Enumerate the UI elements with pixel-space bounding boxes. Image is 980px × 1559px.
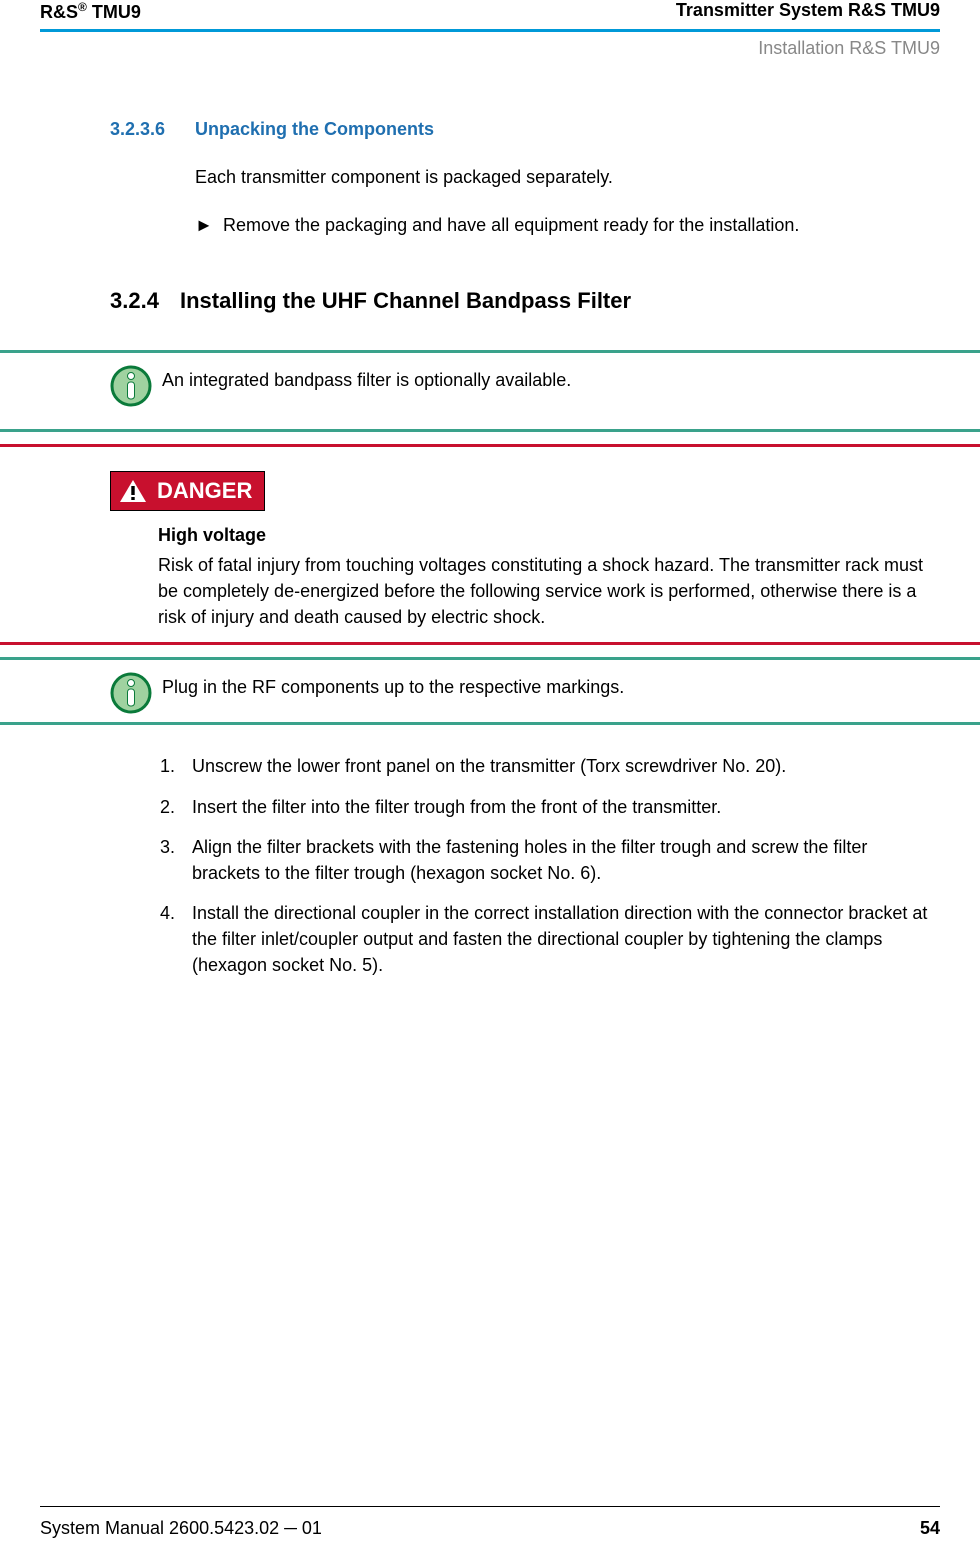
footer-page-number: 54 — [920, 1518, 940, 1539]
callout-rule-bottom — [0, 722, 980, 725]
callout-body: Plug in the RF components up to the resp… — [0, 660, 980, 722]
heading-title: Installing the UHF Channel Bandpass Filt… — [180, 288, 631, 314]
step-num: 4. — [160, 900, 192, 978]
step-text: Align the filter brackets with the faste… — [192, 834, 940, 886]
step-2: 2. Insert the filter into the filter tro… — [160, 794, 940, 820]
callout-body: An integrated bandpass filter is optiona… — [0, 353, 980, 429]
info-text: An integrated bandpass filter is optiona… — [162, 365, 571, 393]
step-num: 2. — [160, 794, 192, 820]
info-text: Plug in the RF components up to the resp… — [162, 672, 624, 700]
header-suffix: TMU9 — [87, 2, 141, 22]
danger-title: High voltage — [110, 525, 940, 546]
footer-left: System Manual 2600.5423.02 ─ 01 — [40, 1518, 322, 1539]
danger-body: DANGER High voltage Risk of fatal injury… — [0, 447, 980, 642]
step-text: Install the directional coupler in the c… — [192, 900, 940, 978]
header-sup: ® — [78, 0, 87, 14]
heading-title: Unpacking the Components — [195, 119, 434, 140]
step-1: 1. Unscrew the lower front panel on the … — [160, 753, 940, 779]
danger-callout: DANGER High voltage Risk of fatal injury… — [0, 444, 980, 645]
page: R&S® TMU9 Transmitter System R&S TMU9 In… — [0, 0, 980, 1559]
danger-label: DANGER — [157, 478, 252, 504]
heading-num: 3.2.4 — [110, 288, 180, 314]
step-text: Insert the filter into the filter trough… — [192, 794, 721, 820]
footer-rule — [40, 1506, 940, 1507]
para-packaging: Each transmitter component is packaged s… — [40, 164, 940, 190]
step-text: Unscrew the lower front panel on the tra… — [192, 753, 786, 779]
header-prefix: R&S — [40, 2, 78, 22]
page-header: R&S® TMU9 Transmitter System R&S TMU9 — [0, 0, 980, 29]
subheader: Installation R&S TMU9 — [0, 32, 980, 59]
step-num: 1. — [160, 753, 192, 779]
content: 3.2.3.6 Unpacking the Components Each tr… — [0, 59, 980, 314]
header-left: R&S® TMU9 — [40, 0, 141, 23]
heading-unpacking: 3.2.3.6 Unpacking the Components — [40, 119, 940, 140]
bullet-marker-icon: ► — [195, 212, 223, 238]
heading-num: 3.2.3.6 — [110, 119, 195, 140]
info-callout-1: An integrated bandpass filter is optiona… — [0, 350, 980, 432]
bullet-text: Remove the packaging and have all equipm… — [223, 212, 799, 238]
danger-rule-bottom — [0, 642, 980, 645]
heading-installing-filter: 3.2.4 Installing the UHF Channel Bandpas… — [40, 288, 940, 314]
danger-badge: DANGER — [110, 471, 265, 511]
instruction-remove-packaging: ► Remove the packaging and have all equi… — [40, 212, 940, 238]
info-icon — [110, 672, 152, 714]
info-callout-2: Plug in the RF components up to the resp… — [0, 657, 980, 725]
step-num: 3. — [160, 834, 192, 886]
callout-rule-bottom — [0, 429, 980, 432]
step-3: 3. Align the filter brackets with the fa… — [160, 834, 940, 886]
danger-text: Risk of fatal injury from touching volta… — [110, 552, 940, 630]
header-right: Transmitter System R&S TMU9 — [676, 0, 940, 23]
page-footer: System Manual 2600.5423.02 ─ 01 54 — [40, 1518, 940, 1539]
step-4: 4. Install the directional coupler in th… — [160, 900, 940, 978]
warning-triangle-icon — [119, 479, 147, 503]
info-icon — [110, 365, 152, 407]
installation-steps: 1. Unscrew the lower front panel on the … — [0, 753, 980, 978]
